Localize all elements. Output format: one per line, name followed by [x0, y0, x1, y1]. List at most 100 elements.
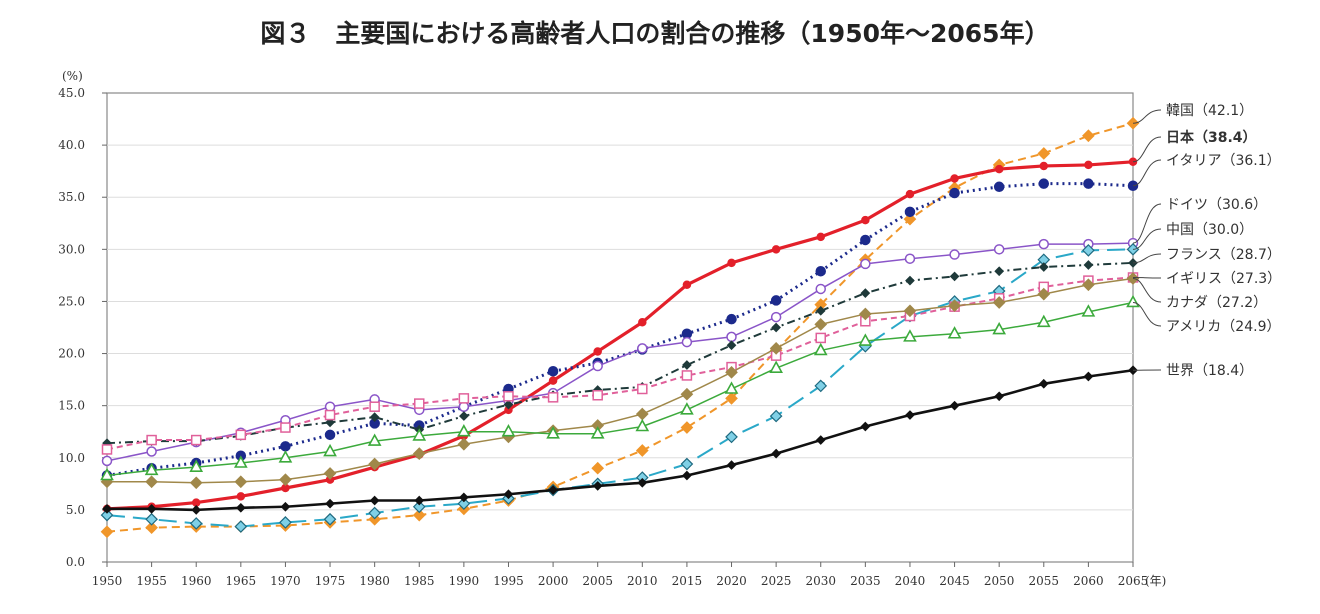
diamond-marker [680, 387, 694, 401]
chart-title: 図３ 主要国における高齢者人口の割合の推移（1950年～2065年） [260, 19, 1049, 48]
square-marker [458, 393, 470, 404]
square-marker [414, 398, 425, 409]
diamond-marker [949, 400, 960, 411]
diamond-marker [682, 360, 692, 370]
circle-marker [637, 343, 648, 354]
triangle-marker [501, 424, 516, 437]
circle-marker [682, 280, 692, 290]
triangle-marker [858, 333, 873, 346]
circle-marker [993, 181, 1005, 193]
y-tick-label: 40.0 [58, 138, 85, 152]
circle-marker [949, 249, 960, 260]
series-line [106, 160, 1134, 511]
circle-marker [280, 441, 291, 452]
diamond-marker [457, 497, 471, 510]
diamond-marker [858, 307, 872, 321]
circle-marker [993, 244, 1005, 255]
diamond-marker [548, 485, 558, 495]
x-tick-label: 2050 [984, 574, 1015, 588]
circle-marker [949, 187, 960, 199]
circle-marker [861, 215, 870, 225]
x-tick-label: 1950 [92, 574, 123, 588]
circle-marker [1083, 178, 1094, 189]
x-tick-label: 2020 [716, 574, 747, 588]
square-marker [146, 434, 157, 446]
diamond-marker [412, 500, 426, 514]
diamond-marker [1037, 287, 1051, 301]
diamond-marker [592, 481, 603, 491]
diamond-marker [815, 435, 826, 445]
square-marker [280, 422, 291, 433]
diamond-marker [860, 421, 871, 432]
leader-line [1132, 276, 1162, 279]
diamond-marker [323, 467, 337, 480]
series-line [107, 277, 1134, 484]
x-tick-label: 2065 [1118, 574, 1149, 588]
y-tick-label: 5.0 [66, 503, 85, 517]
diamond-marker [1038, 378, 1049, 389]
triangle-marker [769, 360, 783, 373]
triangle-marker [100, 467, 114, 481]
diamond-marker [325, 498, 335, 509]
diamond-marker [189, 476, 203, 490]
circle-marker [681, 336, 693, 348]
circle-marker [904, 253, 916, 264]
x-tick-label: 1965 [226, 574, 257, 588]
circle-marker [547, 366, 559, 377]
series-end-label: アメリカ（24.9） [1166, 319, 1280, 335]
y-axis-label: (%) [62, 69, 83, 83]
diamond-marker [1083, 371, 1094, 382]
circle-marker [1039, 161, 1049, 171]
circle-marker [146, 446, 157, 457]
triangle-marker [947, 326, 962, 339]
diamond-marker [412, 508, 426, 522]
diamond-marker [369, 495, 380, 506]
x-tick-label: 1970 [270, 574, 301, 588]
diamond-marker [459, 411, 469, 421]
diamond-marker [814, 318, 828, 331]
x-tick-label: 2055 [1029, 574, 1060, 588]
diamond-marker [503, 489, 514, 500]
y-tick-label: 10.0 [58, 451, 85, 465]
diamond-marker [279, 473, 292, 487]
series-line [106, 182, 1134, 477]
triangle-marker [813, 342, 828, 356]
circle-marker [726, 331, 737, 343]
circle-marker [816, 232, 825, 242]
series-end-label: カナダ（27.2） [1166, 295, 1267, 311]
diamond-marker [369, 412, 380, 422]
diamond-marker [412, 447, 426, 460]
leader-line [1132, 253, 1162, 264]
circle-marker [638, 318, 647, 327]
triangle-marker [278, 450, 293, 463]
series-end-label: フランス（28.7） [1166, 247, 1281, 263]
diamond-marker [771, 448, 781, 459]
diamond-marker [1083, 260, 1094, 270]
series-end-label: イギリス（27.3） [1166, 271, 1281, 287]
diamond-marker [191, 505, 202, 515]
diamond-marker [459, 492, 469, 503]
square-marker [815, 332, 826, 344]
diamond-marker [145, 521, 158, 534]
square-marker [637, 383, 648, 395]
y-tick-label: 25.0 [58, 294, 85, 308]
diamond-marker [682, 470, 692, 481]
circle-marker [548, 376, 558, 385]
diamond-marker [1082, 244, 1095, 257]
x-tick-label: 1980 [359, 574, 390, 588]
circle-marker [1038, 238, 1050, 250]
diamond-marker [591, 461, 605, 475]
series-6 [101, 272, 1139, 455]
triangle-marker [590, 426, 605, 439]
series-0 [100, 116, 1140, 539]
series-7 [100, 272, 1140, 490]
diamond-marker [726, 460, 737, 470]
x-tick-label: 2030 [805, 574, 836, 588]
diamond-marker [680, 457, 694, 471]
circle-marker [905, 189, 915, 199]
y-tick-label: 45.0 [58, 86, 85, 100]
diamond-marker [146, 503, 157, 514]
diamond-marker [769, 341, 783, 355]
circle-marker [904, 206, 916, 218]
